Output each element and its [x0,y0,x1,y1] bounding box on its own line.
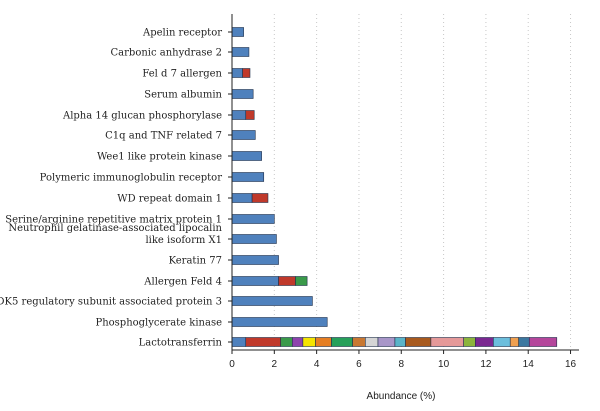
category-label: Fel d 7 allergen [142,69,222,80]
bar-segment [430,337,464,347]
x-tick-label: 2 [272,359,278,370]
bar-segment [231,214,275,224]
category-label: Apelin receptor [142,28,222,39]
bar-segment [377,337,396,347]
bar-segment [331,337,353,347]
axes: 0 2 4 6 8 10 12 14 16 [228,14,579,370]
bar-segment [475,337,494,347]
category-label: Carbonic anhydrase 2 [111,48,222,59]
bar-segment [280,337,293,347]
bar-segment [292,337,304,347]
category-label: Phosphoglycerate kinase [95,318,222,329]
category-labels: Apelin receptor Carbonic anhydrase 2 Fel d… [0,28,223,349]
x-tick-label: 6 [356,359,362,370]
category-label: Polymeric immunoglobulin receptor [40,173,223,184]
category-label: C1q and TNF related 7 [105,131,222,142]
bar-segment [231,234,277,244]
bar-segment [394,337,406,347]
category-label: Allergen Feld 4 [143,277,222,288]
category-label: Neutrophil gelatinase-associated lipocal… [8,223,222,234]
category-label: Lactotransferrin [139,338,223,349]
category-label: Keratin 77 [169,256,222,267]
bar-segment [251,193,269,203]
category-label: like isoform X1 [145,235,222,246]
bar-segment [231,276,279,286]
category-label: Wee1 like protein kinase [97,152,222,163]
bar-segment [364,337,379,347]
x-tick-label: 0 [229,359,235,370]
bar-segment [231,151,262,161]
x-tick-label: 16 [565,359,577,370]
bar-segment [231,296,313,306]
bar-segment [528,337,558,347]
bar-segment [231,27,244,37]
bar-segment [518,337,530,347]
x-tick-label: 10 [438,359,450,370]
category-label: Serum albumin [144,90,222,101]
bar-segment [302,337,316,347]
bar-segment [231,89,254,99]
bar-segment [242,68,251,78]
bar-segment [295,276,308,286]
grid-lines [273,14,572,350]
x-axis-title: Abundance (%) [367,391,436,402]
bar-segment [231,317,328,327]
bar-segment [231,68,243,78]
x-tick-label: 4 [314,359,320,370]
bar-segment [315,337,332,347]
bar-segment [231,130,256,140]
bar-segment [231,193,253,203]
bar-segment [509,337,519,347]
bars [231,27,558,347]
x-tick-label: 14 [523,359,535,370]
bar-segment [278,276,296,286]
bar-segment [231,337,247,347]
bar-segment [245,337,281,347]
bar-segment [231,255,279,265]
bar-segment [231,172,265,182]
bar-segment [405,337,432,347]
category-label: CDK5 regulatory subunit associated prote… [0,297,222,308]
bar-segment [245,110,255,120]
bar-segment [463,337,476,347]
x-tick-label: 8 [398,359,404,370]
bar-segment [231,47,250,57]
category-label: Alpha 14 glucan phosphorylase [62,111,222,122]
category-label: Serine/arginine repetitive matrix protei… [5,215,222,226]
bar-segment [352,337,366,347]
bar-segment [493,337,511,347]
bar-segment [231,110,247,120]
x-tick-label: 12 [480,359,492,370]
category-label: WD repeat domain 1 [117,194,222,205]
